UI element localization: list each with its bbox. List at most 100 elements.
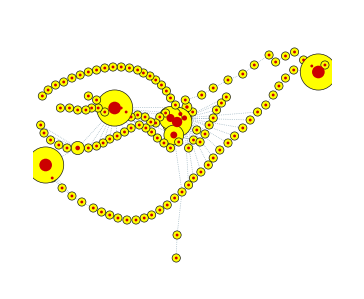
Circle shape <box>128 67 131 69</box>
Circle shape <box>135 219 138 222</box>
Circle shape <box>198 91 206 99</box>
Circle shape <box>173 196 176 199</box>
Circle shape <box>166 144 175 152</box>
Circle shape <box>177 111 192 125</box>
Circle shape <box>66 147 68 150</box>
Circle shape <box>191 111 194 113</box>
Circle shape <box>51 81 60 89</box>
Circle shape <box>41 94 44 97</box>
Circle shape <box>92 207 95 209</box>
Circle shape <box>39 123 42 126</box>
Circle shape <box>68 106 71 109</box>
Circle shape <box>160 139 168 147</box>
Circle shape <box>106 135 114 143</box>
Circle shape <box>169 147 172 150</box>
Circle shape <box>56 104 64 112</box>
Circle shape <box>111 65 114 68</box>
Circle shape <box>54 83 57 86</box>
Circle shape <box>58 184 66 192</box>
Circle shape <box>142 71 145 74</box>
Circle shape <box>192 177 195 179</box>
Circle shape <box>268 54 270 57</box>
Circle shape <box>157 81 166 89</box>
Circle shape <box>117 104 125 112</box>
Circle shape <box>150 213 153 216</box>
Circle shape <box>265 51 273 59</box>
Circle shape <box>96 90 133 126</box>
Circle shape <box>185 105 189 109</box>
Circle shape <box>71 195 74 197</box>
Circle shape <box>203 132 206 135</box>
Circle shape <box>55 141 63 149</box>
Circle shape <box>75 146 80 150</box>
Circle shape <box>47 136 55 144</box>
Circle shape <box>149 74 151 77</box>
Circle shape <box>256 111 259 113</box>
Circle shape <box>165 90 168 92</box>
Circle shape <box>82 106 90 114</box>
Circle shape <box>164 112 167 115</box>
Circle shape <box>193 126 201 134</box>
Circle shape <box>120 128 128 136</box>
Circle shape <box>197 168 205 176</box>
Circle shape <box>130 115 132 118</box>
Circle shape <box>230 132 239 140</box>
Circle shape <box>114 214 122 222</box>
Circle shape <box>127 124 135 132</box>
Circle shape <box>109 63 117 71</box>
Circle shape <box>253 108 262 116</box>
Circle shape <box>95 68 98 71</box>
Circle shape <box>135 121 143 129</box>
Circle shape <box>60 78 68 86</box>
Circle shape <box>146 72 154 80</box>
Circle shape <box>281 74 290 82</box>
Circle shape <box>163 201 171 209</box>
Circle shape <box>218 149 221 151</box>
Circle shape <box>140 214 148 222</box>
Circle shape <box>147 211 156 219</box>
Circle shape <box>241 73 244 75</box>
Circle shape <box>209 84 217 92</box>
Circle shape <box>38 92 47 100</box>
Circle shape <box>158 209 161 211</box>
Circle shape <box>187 184 190 187</box>
Circle shape <box>212 157 215 159</box>
Circle shape <box>192 138 195 141</box>
Circle shape <box>117 63 125 71</box>
Circle shape <box>106 211 114 219</box>
Circle shape <box>241 126 244 129</box>
Circle shape <box>277 85 280 87</box>
Circle shape <box>199 141 202 144</box>
Circle shape <box>302 59 305 61</box>
Circle shape <box>43 132 46 135</box>
Circle shape <box>290 48 298 56</box>
Circle shape <box>84 92 92 100</box>
Circle shape <box>87 147 90 150</box>
Circle shape <box>274 61 277 63</box>
Circle shape <box>224 76 232 84</box>
Circle shape <box>189 108 197 116</box>
Circle shape <box>201 130 209 138</box>
Circle shape <box>175 138 183 146</box>
Circle shape <box>90 106 93 109</box>
Circle shape <box>181 96 189 104</box>
Circle shape <box>216 146 224 154</box>
Circle shape <box>108 138 111 141</box>
Circle shape <box>212 106 221 114</box>
Circle shape <box>239 124 247 132</box>
Circle shape <box>225 96 228 98</box>
Circle shape <box>253 64 256 66</box>
Circle shape <box>92 96 101 104</box>
Circle shape <box>47 89 50 91</box>
Circle shape <box>139 69 147 77</box>
Circle shape <box>97 106 100 109</box>
Circle shape <box>187 147 190 150</box>
Circle shape <box>205 121 213 129</box>
Circle shape <box>212 117 215 119</box>
Circle shape <box>324 64 327 66</box>
Circle shape <box>176 234 178 237</box>
Circle shape <box>182 102 192 112</box>
Circle shape <box>120 65 123 68</box>
Circle shape <box>249 119 252 121</box>
Circle shape <box>166 204 169 206</box>
